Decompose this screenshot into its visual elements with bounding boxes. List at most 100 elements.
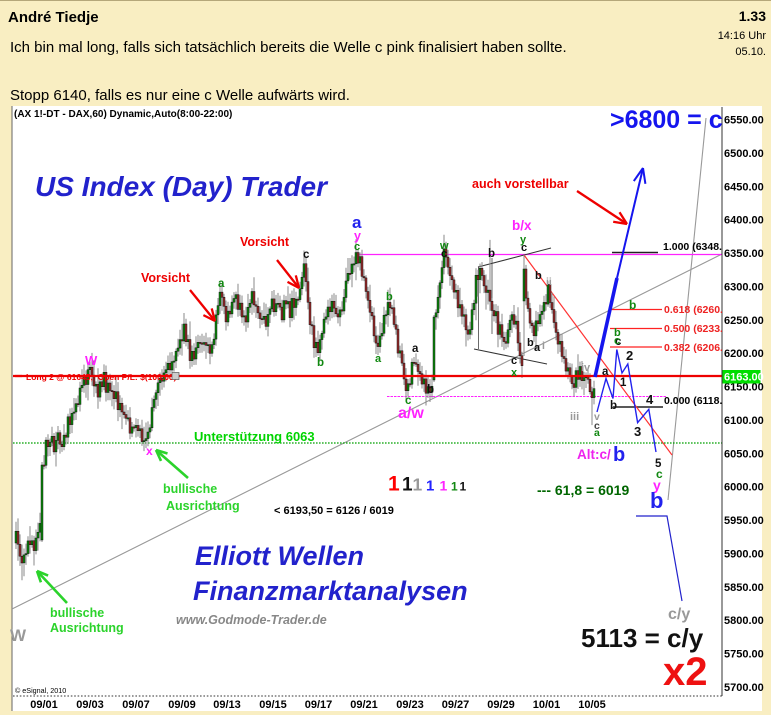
svg-text:6300.00: 6300.00 — [724, 281, 764, 293]
svg-text:c: c — [594, 420, 600, 432]
svg-text:a/w: a/w — [398, 405, 424, 422]
svg-text:09/03: 09/03 — [76, 699, 104, 711]
svg-text:x: x — [511, 367, 518, 379]
svg-text:10/01: 10/01 — [533, 699, 561, 711]
svg-text:w: w — [439, 240, 449, 252]
svg-text:09/15: 09/15 — [259, 699, 287, 711]
svg-text:W: W — [10, 626, 27, 645]
svg-text:5950.00: 5950.00 — [724, 515, 764, 527]
svg-text:6050.00: 6050.00 — [724, 448, 764, 460]
svg-text:v: v — [594, 411, 600, 423]
svg-text:1.000 (6348.44: 1.000 (6348.44 — [663, 241, 734, 253]
svg-text:b: b — [527, 337, 534, 349]
svg-text:6163.00: 6163.00 — [724, 372, 764, 384]
svg-text:Stopp 6140, falls es nur eine: Stopp 6140, falls es nur eine c Welle au… — [10, 87, 350, 104]
svg-text:c: c — [521, 242, 527, 254]
svg-text:y: y — [354, 229, 361, 243]
svg-text:bullische: bullische — [163, 482, 217, 496]
svg-text:US Index (Day) Trader: US Index (Day) Trader — [35, 171, 329, 202]
svg-text:b: b — [386, 291, 393, 303]
svg-text:5700.00: 5700.00 — [724, 682, 764, 694]
svg-text:auch vorstellbar: auch vorstellbar — [472, 177, 569, 191]
svg-text:x2: x2 — [663, 650, 708, 694]
svg-text:c: c — [656, 467, 663, 481]
svg-text:(AX 1!-DT - DAX,60) Dynamic,Au: (AX 1!-DT - DAX,60) Dynamic,Auto(8:00-22… — [14, 109, 232, 120]
svg-text:09/23: 09/23 — [396, 699, 424, 711]
svg-text:b: b — [488, 248, 495, 260]
svg-text:x: x — [146, 444, 153, 458]
svg-text:Vorsicht: Vorsicht — [240, 235, 290, 249]
svg-text:Long 2 @ 61645, Open P/L: $(1: Long 2 @ 61645, Open P/L: $(100.00) — [26, 372, 177, 382]
svg-text:1: 1 — [388, 473, 400, 496]
svg-text:1: 1 — [440, 478, 448, 494]
svg-text:09/29: 09/29 — [487, 699, 515, 711]
svg-text:i: i — [542, 340, 545, 352]
svg-text:© eSignal, 2010: © eSignal, 2010 — [15, 686, 66, 695]
svg-text:6150.00: 6150.00 — [724, 382, 764, 394]
svg-text:6350.00: 6350.00 — [724, 248, 764, 260]
svg-text:5800.00: 5800.00 — [724, 615, 764, 627]
svg-text:a: a — [352, 213, 362, 232]
svg-text:6500.00: 6500.00 — [724, 148, 764, 160]
svg-text:c: c — [405, 395, 412, 407]
svg-text:09/21: 09/21 — [350, 699, 378, 711]
svg-text:a: a — [412, 343, 419, 355]
svg-text:Ich bin mal long, falls sich t: Ich bin mal long, falls sich tatsächlich… — [10, 39, 567, 56]
svg-text:0.618 (6260.32: 0.618 (6260.32 — [664, 304, 735, 316]
svg-text:6400.00: 6400.00 — [724, 215, 764, 227]
svg-text:6250.00: 6250.00 — [724, 315, 764, 327]
svg-text:6100.00: 6100.00 — [724, 415, 764, 427]
svg-text:5750.00: 5750.00 — [724, 649, 764, 661]
svg-text:b: b — [629, 298, 636, 312]
svg-text:b: b — [613, 444, 625, 466]
svg-text:4: 4 — [646, 392, 654, 407]
svg-text:Alt:c/: Alt:c/ — [577, 447, 611, 462]
svg-text:b: b — [427, 384, 434, 396]
svg-text:b: b — [614, 327, 621, 339]
svg-text:c/y: c/y — [668, 606, 690, 623]
svg-text:09/17: 09/17 — [305, 699, 333, 711]
svg-text:y: y — [520, 234, 527, 246]
svg-text:0.500 (6233.47: 0.500 (6233.47 — [664, 323, 735, 335]
svg-text:6450.00: 6450.00 — [724, 181, 764, 193]
svg-text:05.10.: 05.10. — [735, 46, 766, 58]
svg-text:5900.00: 5900.00 — [724, 548, 764, 560]
svg-text:5850.00: 5850.00 — [724, 582, 764, 594]
svg-text:1: 1 — [413, 475, 423, 495]
svg-text:1: 1 — [426, 478, 434, 495]
svg-text:1: 1 — [451, 480, 458, 494]
svg-text:0.000 (6118.51: 0.000 (6118.51 — [664, 395, 734, 407]
svg-text:a: a — [602, 366, 609, 378]
svg-text:1: 1 — [620, 377, 627, 389]
svg-text:>6800 = c: >6800 = c — [610, 106, 723, 134]
svg-text:c: c — [354, 241, 360, 253]
svg-text:Ausrichtung: Ausrichtung — [50, 621, 124, 635]
svg-text:2: 2 — [626, 348, 633, 363]
svg-text:6550.00: 6550.00 — [724, 115, 764, 127]
svg-text:< 6193,50 = 6126 / 6019: < 6193,50 = 6126 / 6019 — [274, 505, 394, 517]
svg-text:c: c — [614, 335, 620, 347]
svg-text:Ausrichtung: Ausrichtung — [166, 499, 240, 513]
svg-text:b: b — [650, 488, 663, 513]
svg-text:y: y — [653, 477, 661, 493]
svg-text:3: 3 — [634, 424, 641, 439]
svg-text:c: c — [615, 336, 622, 348]
svg-text:W: W — [85, 353, 98, 368]
svg-text:09/01: 09/01 — [30, 699, 58, 711]
svg-text:www.Godmode-Trader.de: www.Godmode-Trader.de — [176, 613, 327, 627]
svg-text:b/x: b/x — [512, 218, 532, 233]
svg-text:c: c — [441, 248, 447, 260]
svg-text:a: a — [218, 278, 225, 290]
svg-text:a: a — [375, 353, 382, 365]
svg-text:iv: iv — [581, 362, 591, 374]
svg-text:14:16 Uhr: 14:16 Uhr — [718, 30, 767, 42]
svg-text:b: b — [610, 400, 617, 412]
svg-text:a: a — [534, 342, 541, 354]
svg-text:--- 61,8 = 6019: --- 61,8 = 6019 — [537, 482, 629, 498]
svg-text:5: 5 — [655, 458, 662, 470]
svg-text:09/27: 09/27 — [442, 699, 470, 711]
svg-text:Unterstützung 6063: Unterstützung 6063 — [194, 429, 315, 444]
svg-text:09/07: 09/07 — [122, 699, 150, 711]
svg-text:b: b — [317, 357, 324, 369]
svg-text:iii: iii — [570, 411, 579, 423]
